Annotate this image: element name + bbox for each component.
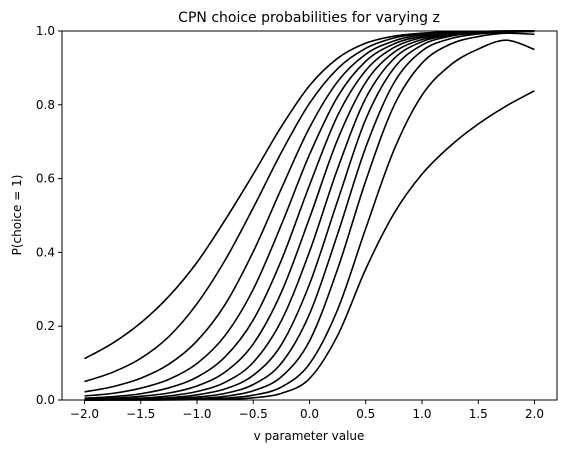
x-tick-label: 0.0: [300, 407, 319, 421]
x-axis-label: v parameter value: [254, 429, 365, 443]
plot-area-background: [62, 31, 557, 400]
chart-title: CPN choice probabilities for varying z: [178, 10, 440, 26]
x-tick-label: 0.5: [356, 407, 375, 421]
y-tick-label: 0.8: [36, 98, 55, 112]
x-axis: −2.0 −1.5 −1.0 −0.5 0.0 0.5 1.0 1.5 2.0: [70, 400, 544, 421]
y-tick-label: 0.6: [36, 172, 55, 186]
series-layer: [84, 30, 535, 401]
x-tick-label: −1.0: [182, 407, 211, 421]
x-tick-label: −1.5: [126, 407, 155, 421]
x-tick-label: −0.5: [239, 407, 268, 421]
y-axis-label: P(choice = 1): [10, 175, 24, 256]
x-tick-label: 2.0: [525, 407, 544, 421]
y-tick-label: 0.0: [36, 393, 55, 407]
x-tick-label: 1.5: [469, 407, 488, 421]
y-tick-label: 0.2: [36, 319, 55, 333]
y-tick-label: 0.4: [36, 245, 55, 259]
series-line-7: [84, 30, 535, 401]
y-axis: 0.0 0.2 0.4 0.6 0.8 1.0: [36, 24, 62, 407]
x-tick-label: 1.0: [412, 407, 431, 421]
y-tick-label: 1.0: [36, 24, 55, 38]
x-tick-label: −2.0: [70, 407, 99, 421]
